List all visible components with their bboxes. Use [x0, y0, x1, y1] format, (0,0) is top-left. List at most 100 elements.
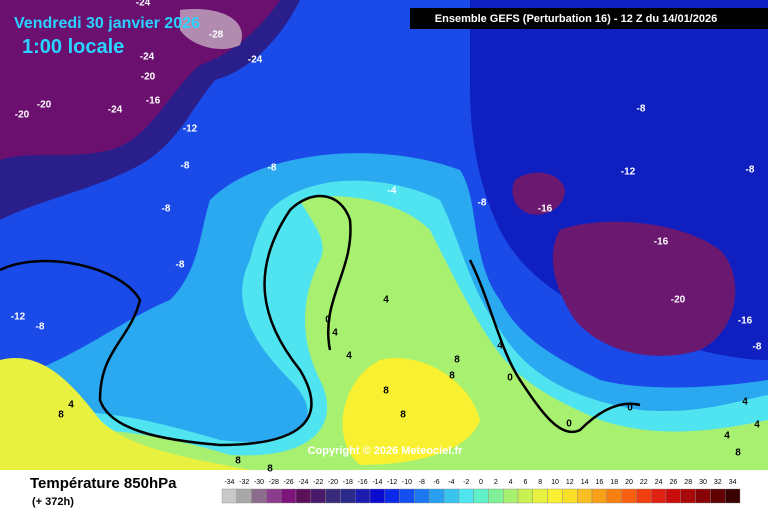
scale-label: 4 — [509, 479, 513, 486]
contour-label: -28 — [209, 30, 224, 41]
contour-label: 8 — [735, 448, 741, 459]
scale-label: -6 — [433, 479, 439, 486]
contour-label: -8 — [478, 198, 487, 209]
scale-label: -18 — [343, 479, 353, 486]
scale-swatch — [562, 488, 578, 504]
scale-swatch — [636, 488, 652, 504]
contour-label: 4 — [724, 431, 730, 442]
scale-swatch — [547, 488, 563, 504]
scale-label: -20 — [328, 479, 338, 486]
scale-label: 8 — [538, 479, 542, 486]
contour-label: -8 — [753, 342, 762, 353]
scale-swatch — [591, 488, 608, 504]
contour-label: 8 — [449, 371, 455, 382]
scale-label: -16 — [358, 479, 368, 486]
valid-time: 1:00 locale — [22, 36, 124, 58]
contour-label: -24 — [248, 55, 263, 66]
contour-label: 4 — [68, 400, 74, 411]
scale-swatch — [384, 488, 400, 504]
contour-label: 0 — [507, 373, 513, 384]
contour-label: -20 — [671, 295, 686, 306]
scale-swatch — [517, 488, 534, 504]
scale-label: 0 — [479, 479, 483, 486]
scale-swatch — [236, 488, 252, 504]
contour-label: 4 — [742, 397, 748, 408]
contour-label: 8 — [58, 410, 64, 421]
scale-swatch — [458, 488, 474, 504]
scale-label: 30 — [699, 479, 707, 486]
run-info: Ensemble GEFS (Perturbation 16) - 12 Z d… — [435, 13, 717, 25]
scale-swatch — [665, 488, 682, 504]
footer-title: Température 850hPa — [30, 475, 177, 492]
contour-label: 4 — [346, 351, 352, 362]
contour-label: 4 — [383, 295, 389, 306]
scale-label: 34 — [729, 479, 737, 486]
scale-swatch — [503, 488, 519, 504]
footer-lead: (+ 372h) — [32, 496, 74, 508]
scale-label: -28 — [269, 479, 279, 486]
contour-label: -20 — [37, 100, 52, 111]
contour-label: 0 — [566, 419, 572, 430]
scale-swatch — [281, 488, 297, 504]
contour-label: 0 — [325, 315, 331, 326]
color-scale: -34 -32 -30 -28 -26 -24 -22 -20 -18 -16 -14 -12 -10-… — [221, 479, 741, 504]
scale-swatch — [266, 488, 282, 504]
valid-date: Vendredi 30 janvier 2026 — [14, 15, 200, 32]
contour-label: 0 — [627, 403, 633, 414]
contour-label: 8 — [400, 410, 406, 421]
scale-label: 6 — [523, 479, 527, 486]
scale-swatch — [414, 488, 430, 504]
contour-label: -24 — [108, 105, 123, 116]
scale-swatch — [369, 488, 386, 504]
scale-label: -22 — [313, 479, 323, 486]
scale-label: -4 — [448, 479, 454, 486]
scale-swatch — [621, 488, 637, 504]
scale-label: 2 — [494, 479, 498, 486]
scale-label: 10 — [551, 479, 559, 486]
scale-label: -34 — [224, 479, 234, 486]
scale-label: 24 — [655, 479, 663, 486]
contour-label: -8 — [162, 204, 171, 215]
scale-label: -14 — [372, 479, 382, 486]
scale-swatch — [355, 488, 371, 504]
coldest-region — [180, 9, 242, 50]
contour-label: 4 — [332, 328, 338, 339]
scale-swatch — [429, 488, 445, 504]
contour-label: -8 — [181, 161, 190, 172]
contour-label: -4 — [388, 186, 397, 197]
scale-swatch — [443, 488, 460, 504]
scale-label: 26 — [670, 479, 678, 486]
scale-label: 16 — [596, 479, 604, 486]
scale-label: -30 — [254, 479, 264, 486]
scale-label: -10 — [402, 479, 412, 486]
contour-labels: -24 -28 -24 -24 -20 -20 -24 -16 -20 -12 -8 -8 -8 -8 -1… — [11, 0, 762, 475]
scale-swatch — [473, 488, 489, 504]
scale-swatch — [221, 488, 238, 504]
scale-swatch — [488, 488, 504, 504]
scale-label: 18 — [610, 479, 618, 486]
scale-label: -8 — [419, 479, 425, 486]
contour-label: -20 — [141, 72, 156, 83]
scale-swatch — [680, 488, 696, 504]
contour-label: -8 — [268, 163, 277, 174]
contour-label: -8 — [36, 322, 45, 333]
scale-swatch — [606, 488, 622, 504]
contour-label: -16 — [738, 316, 753, 327]
scale-label: -24 — [298, 479, 308, 486]
contour-label: -12 — [11, 312, 26, 323]
contour-label: -8 — [746, 165, 755, 176]
scale-swatch — [295, 488, 312, 504]
contour-label: 8 — [267, 464, 273, 475]
copyright: Copyright © 2026 Meteociel.fr — [308, 445, 464, 457]
scale-label: -26 — [284, 479, 294, 486]
run-banner — [410, 8, 768, 29]
contour-label: 4 — [754, 420, 760, 431]
scale-swatch — [251, 488, 267, 504]
zero-isotherm — [468, 259, 641, 434]
warmer-region — [0, 358, 250, 470]
scale-label: 12 — [566, 479, 574, 486]
warm-region — [0, 196, 768, 470]
scale-swatch — [532, 488, 548, 504]
